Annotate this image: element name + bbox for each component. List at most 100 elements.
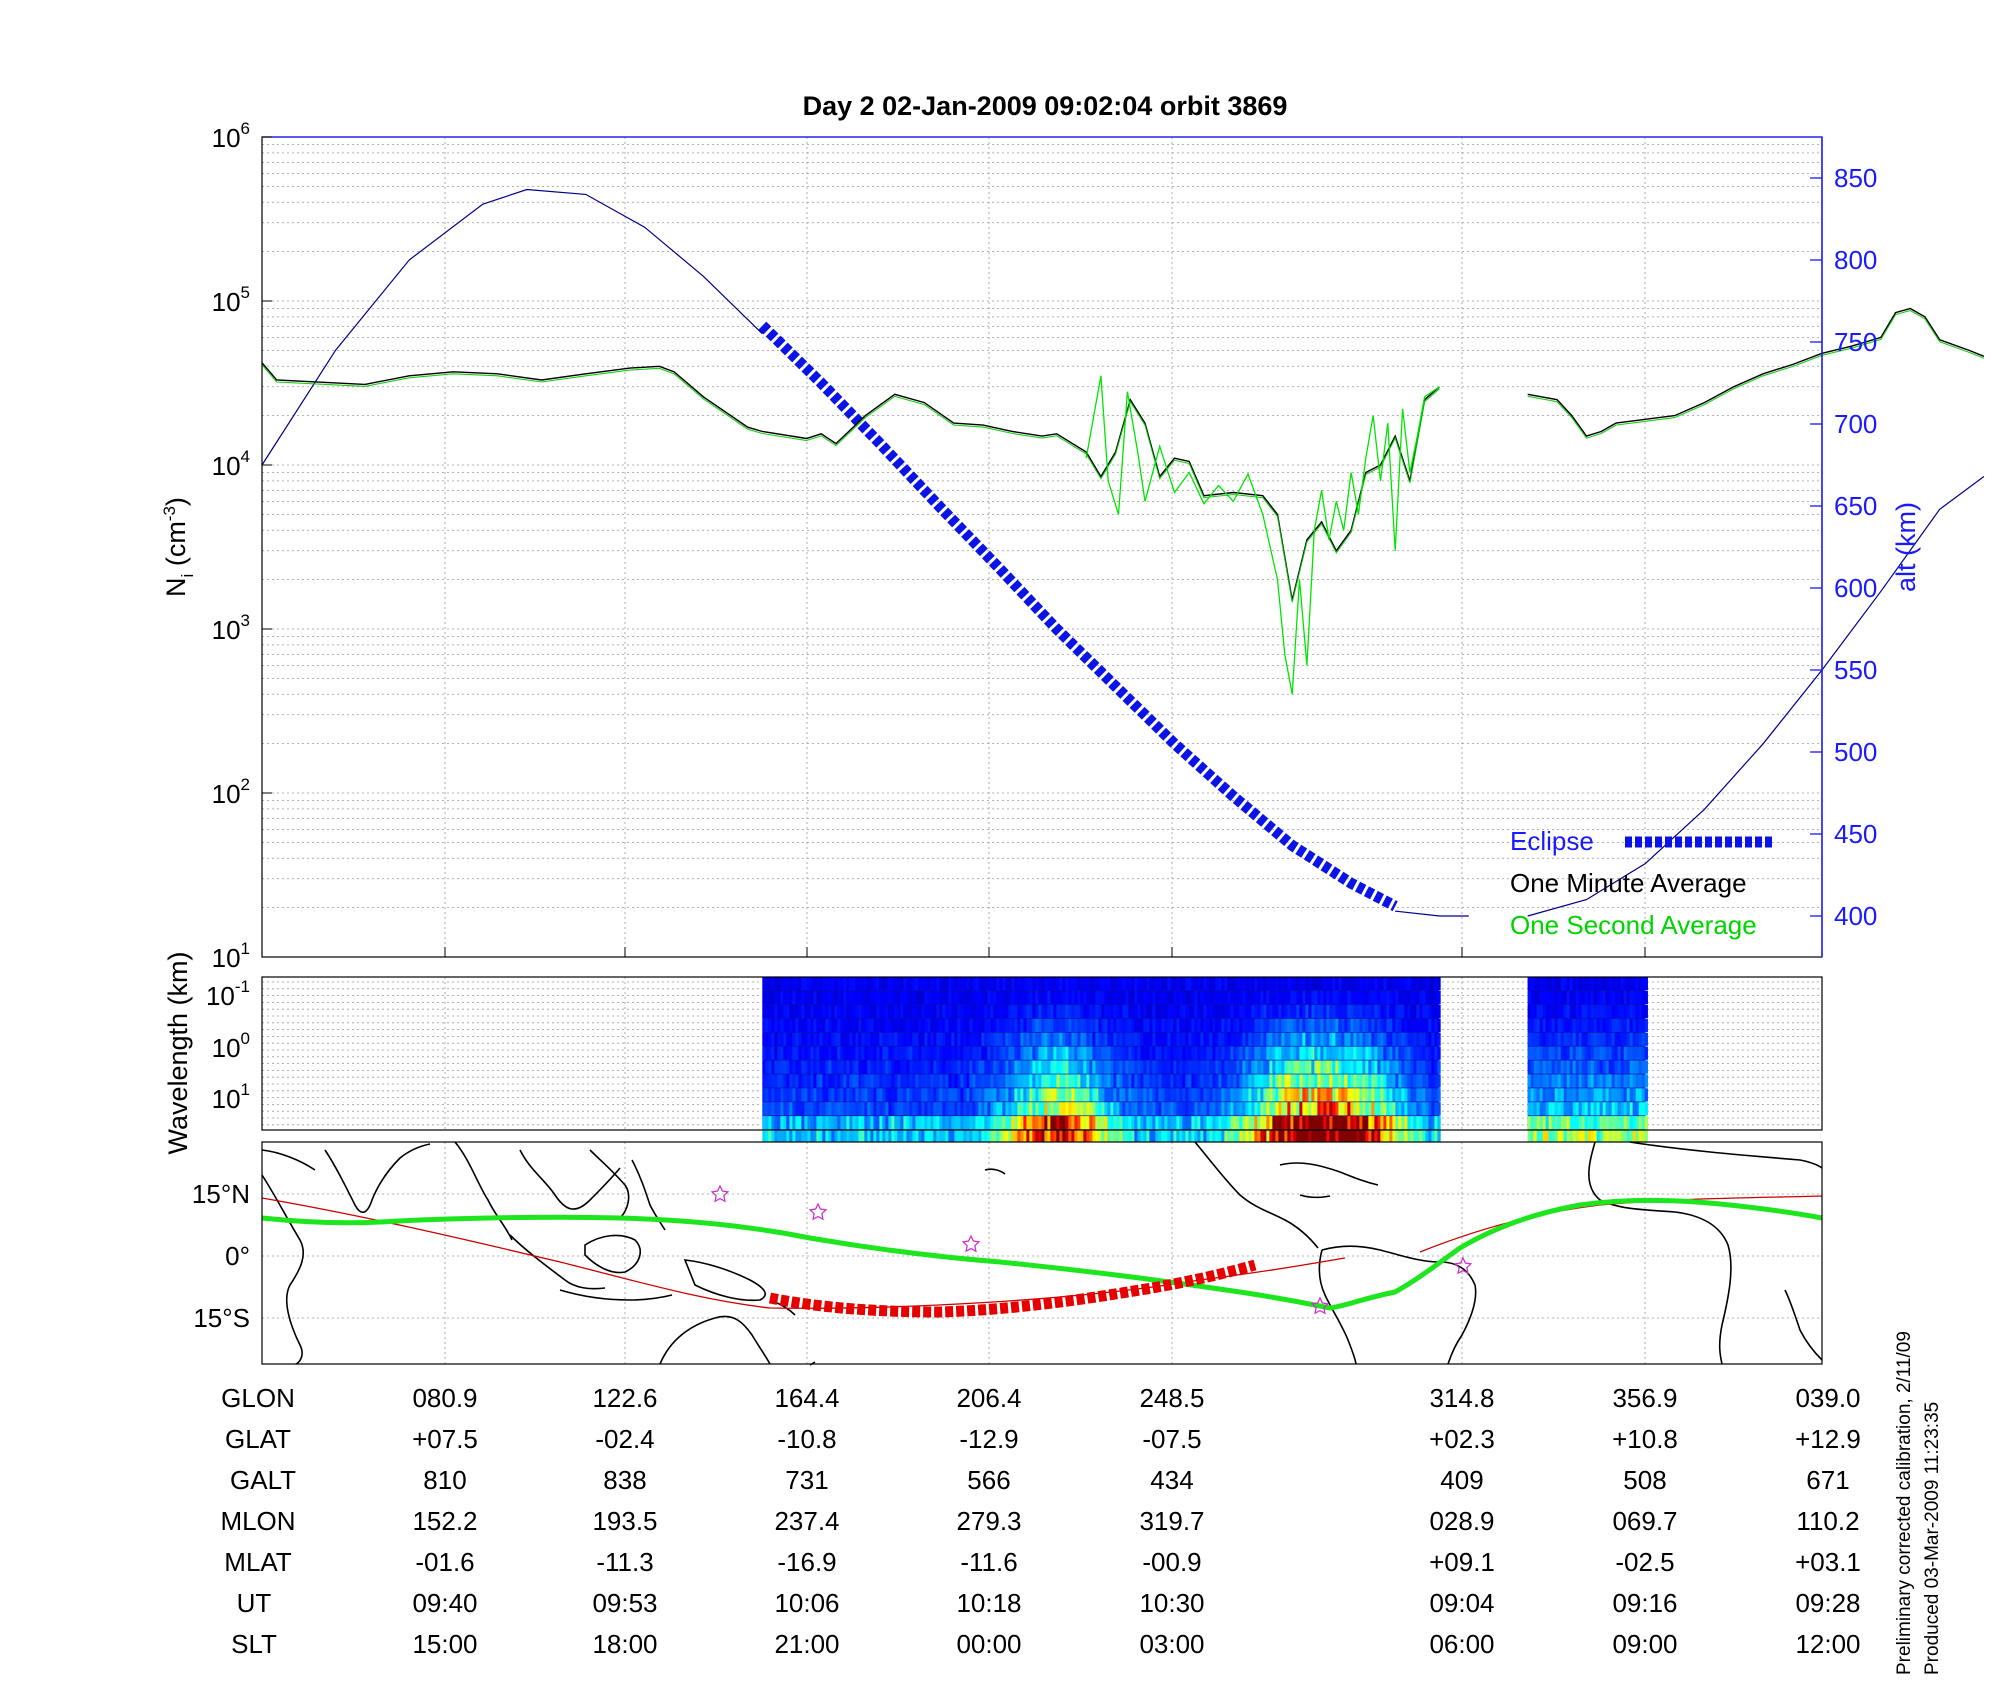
spectrogram-cell [1071,1116,1075,1130]
spectrogram-cell [1356,1032,1360,1046]
spectrogram-cell [858,1032,862,1046]
spectrogram-cell [1296,1102,1300,1116]
spectrogram-cell [1638,1130,1642,1144]
spectrogram-cell [1161,1088,1165,1102]
spectrogram-cell [1035,1004,1039,1019]
spectrogram-cell [1227,1088,1231,1102]
spectrogram-cell [1572,1102,1576,1116]
table-cell: 09:16 [1612,1588,1677,1618]
chart-title: Day 2 02-Jan-2009 09:02:04 orbit 3869 [803,91,1288,121]
spectrogram-cell [1020,1046,1024,1060]
spectrogram-cell [1269,1102,1273,1116]
spectrogram-cell [1263,977,1267,991]
spectrogram-cell [1155,977,1159,991]
spectrogram-cell [894,1032,898,1046]
spectrogram-cell [1434,1046,1438,1060]
spectrogram-cell [846,1018,850,1032]
spectrogram-cell [1200,1074,1204,1088]
spectrogram-cell [780,990,784,1005]
spectrogram-cell [996,990,1000,1005]
spectrogram-cell [993,1032,997,1046]
spectrogram-cell [921,990,925,1005]
spectrogram-cell [1566,1004,1570,1019]
spectrogram-cell [873,1074,877,1088]
spectrogram-cell [942,1032,946,1046]
table-cell: -07.5 [1142,1424,1201,1454]
spectrogram-cell [1263,1004,1267,1019]
spectrogram-cell [1389,1116,1393,1130]
spectrogram-cell [1584,1060,1588,1074]
spectrogram-cell [1137,1088,1141,1102]
spectrogram-cell [1338,990,1342,1005]
spectrogram-cell [1530,990,1534,1005]
spectrogram-cell [1278,990,1282,1005]
spectrogram-cell [1563,1116,1567,1130]
spectrogram-cell [993,1046,997,1060]
spectrogram-cell [1047,1046,1051,1060]
spectrogram-cell [1134,1046,1138,1060]
spectrogram-cell [1320,1018,1324,1032]
spectrogram-cell [1128,1088,1132,1102]
spectrogram-cell [1056,1046,1060,1060]
spectrogram-cell [996,1060,1000,1074]
spectrogram-cell [933,1018,937,1032]
spectrogram-cell [1620,1004,1624,1019]
spectrogram-cell [951,1046,955,1060]
spectrogram-cell [879,1130,883,1144]
spectrogram-cell [1197,1130,1201,1144]
spectrogram-cell [1041,1060,1045,1074]
spectrogram-cell [870,1088,874,1102]
spectrogram-cell [1047,1088,1051,1102]
spectrogram-cell [1539,1060,1543,1074]
spectrogram-cell [927,1018,931,1032]
spectrogram-cell [825,1074,829,1088]
spectrogram-cell [1248,1060,1252,1074]
spectrogram-cell [1335,1032,1339,1046]
spectrogram-cell [771,1032,775,1046]
spectrogram-cell [858,990,862,1005]
spectrogram-cell [1332,1116,1336,1130]
spectrogram-cell [870,1018,874,1032]
spectrogram-cell [1593,1018,1597,1032]
spectrogram-cell [957,1088,961,1102]
spectrogram-cell [1596,1032,1600,1046]
spectrogram-cell [1398,1130,1402,1144]
spectrogram-cell [990,1102,994,1116]
spectrogram-cell [1593,1032,1597,1046]
spectrogram-cell [1158,990,1162,1005]
spectrogram-cell [924,990,928,1005]
spectrogram-cell [990,1004,994,1019]
spectrogram-cell [1245,1018,1249,1032]
spectrogram-cell [1140,1116,1144,1130]
spectrogram-cell [960,990,964,1005]
spectrogram-cell [1086,1102,1090,1116]
spectrogram-cell [1548,990,1552,1005]
spectrogram-cell [855,1046,859,1060]
spectrogram-cell [1377,990,1381,1005]
spectrogram-cell [1269,977,1273,991]
spectrogram-cell [909,1060,913,1074]
spectrogram-cell [801,1018,805,1032]
spectrogram-cell [987,1004,991,1019]
spectrogram-cell [1377,1130,1381,1144]
spectrogram-cell [1335,1018,1339,1032]
spectrogram-cell [987,1130,991,1144]
spectrogram-cell [816,1074,820,1088]
spectrogram-cell [1098,1088,1102,1102]
spectrogram-cell [1074,1004,1078,1019]
spectrogram-cell [1185,977,1189,991]
table-cell: 028.9 [1429,1506,1494,1536]
spectrogram-cell [867,1074,871,1088]
spectrogram-cell [1578,990,1582,1005]
spectrogram-cell [981,977,985,991]
spectrogram-cell [1566,1088,1570,1102]
spectrogram-cell [1311,990,1315,1005]
spectrogram-cell [801,1088,805,1102]
spectrogram-cell [774,1116,778,1130]
spectrogram-cell [963,1032,967,1046]
spectrogram-cell [1119,1074,1123,1088]
spectrogram-cell [858,1060,862,1074]
spectrogram-cell [1080,1018,1084,1032]
spectrogram-cell [1092,990,1096,1005]
spectrogram-cell [1287,1018,1291,1032]
